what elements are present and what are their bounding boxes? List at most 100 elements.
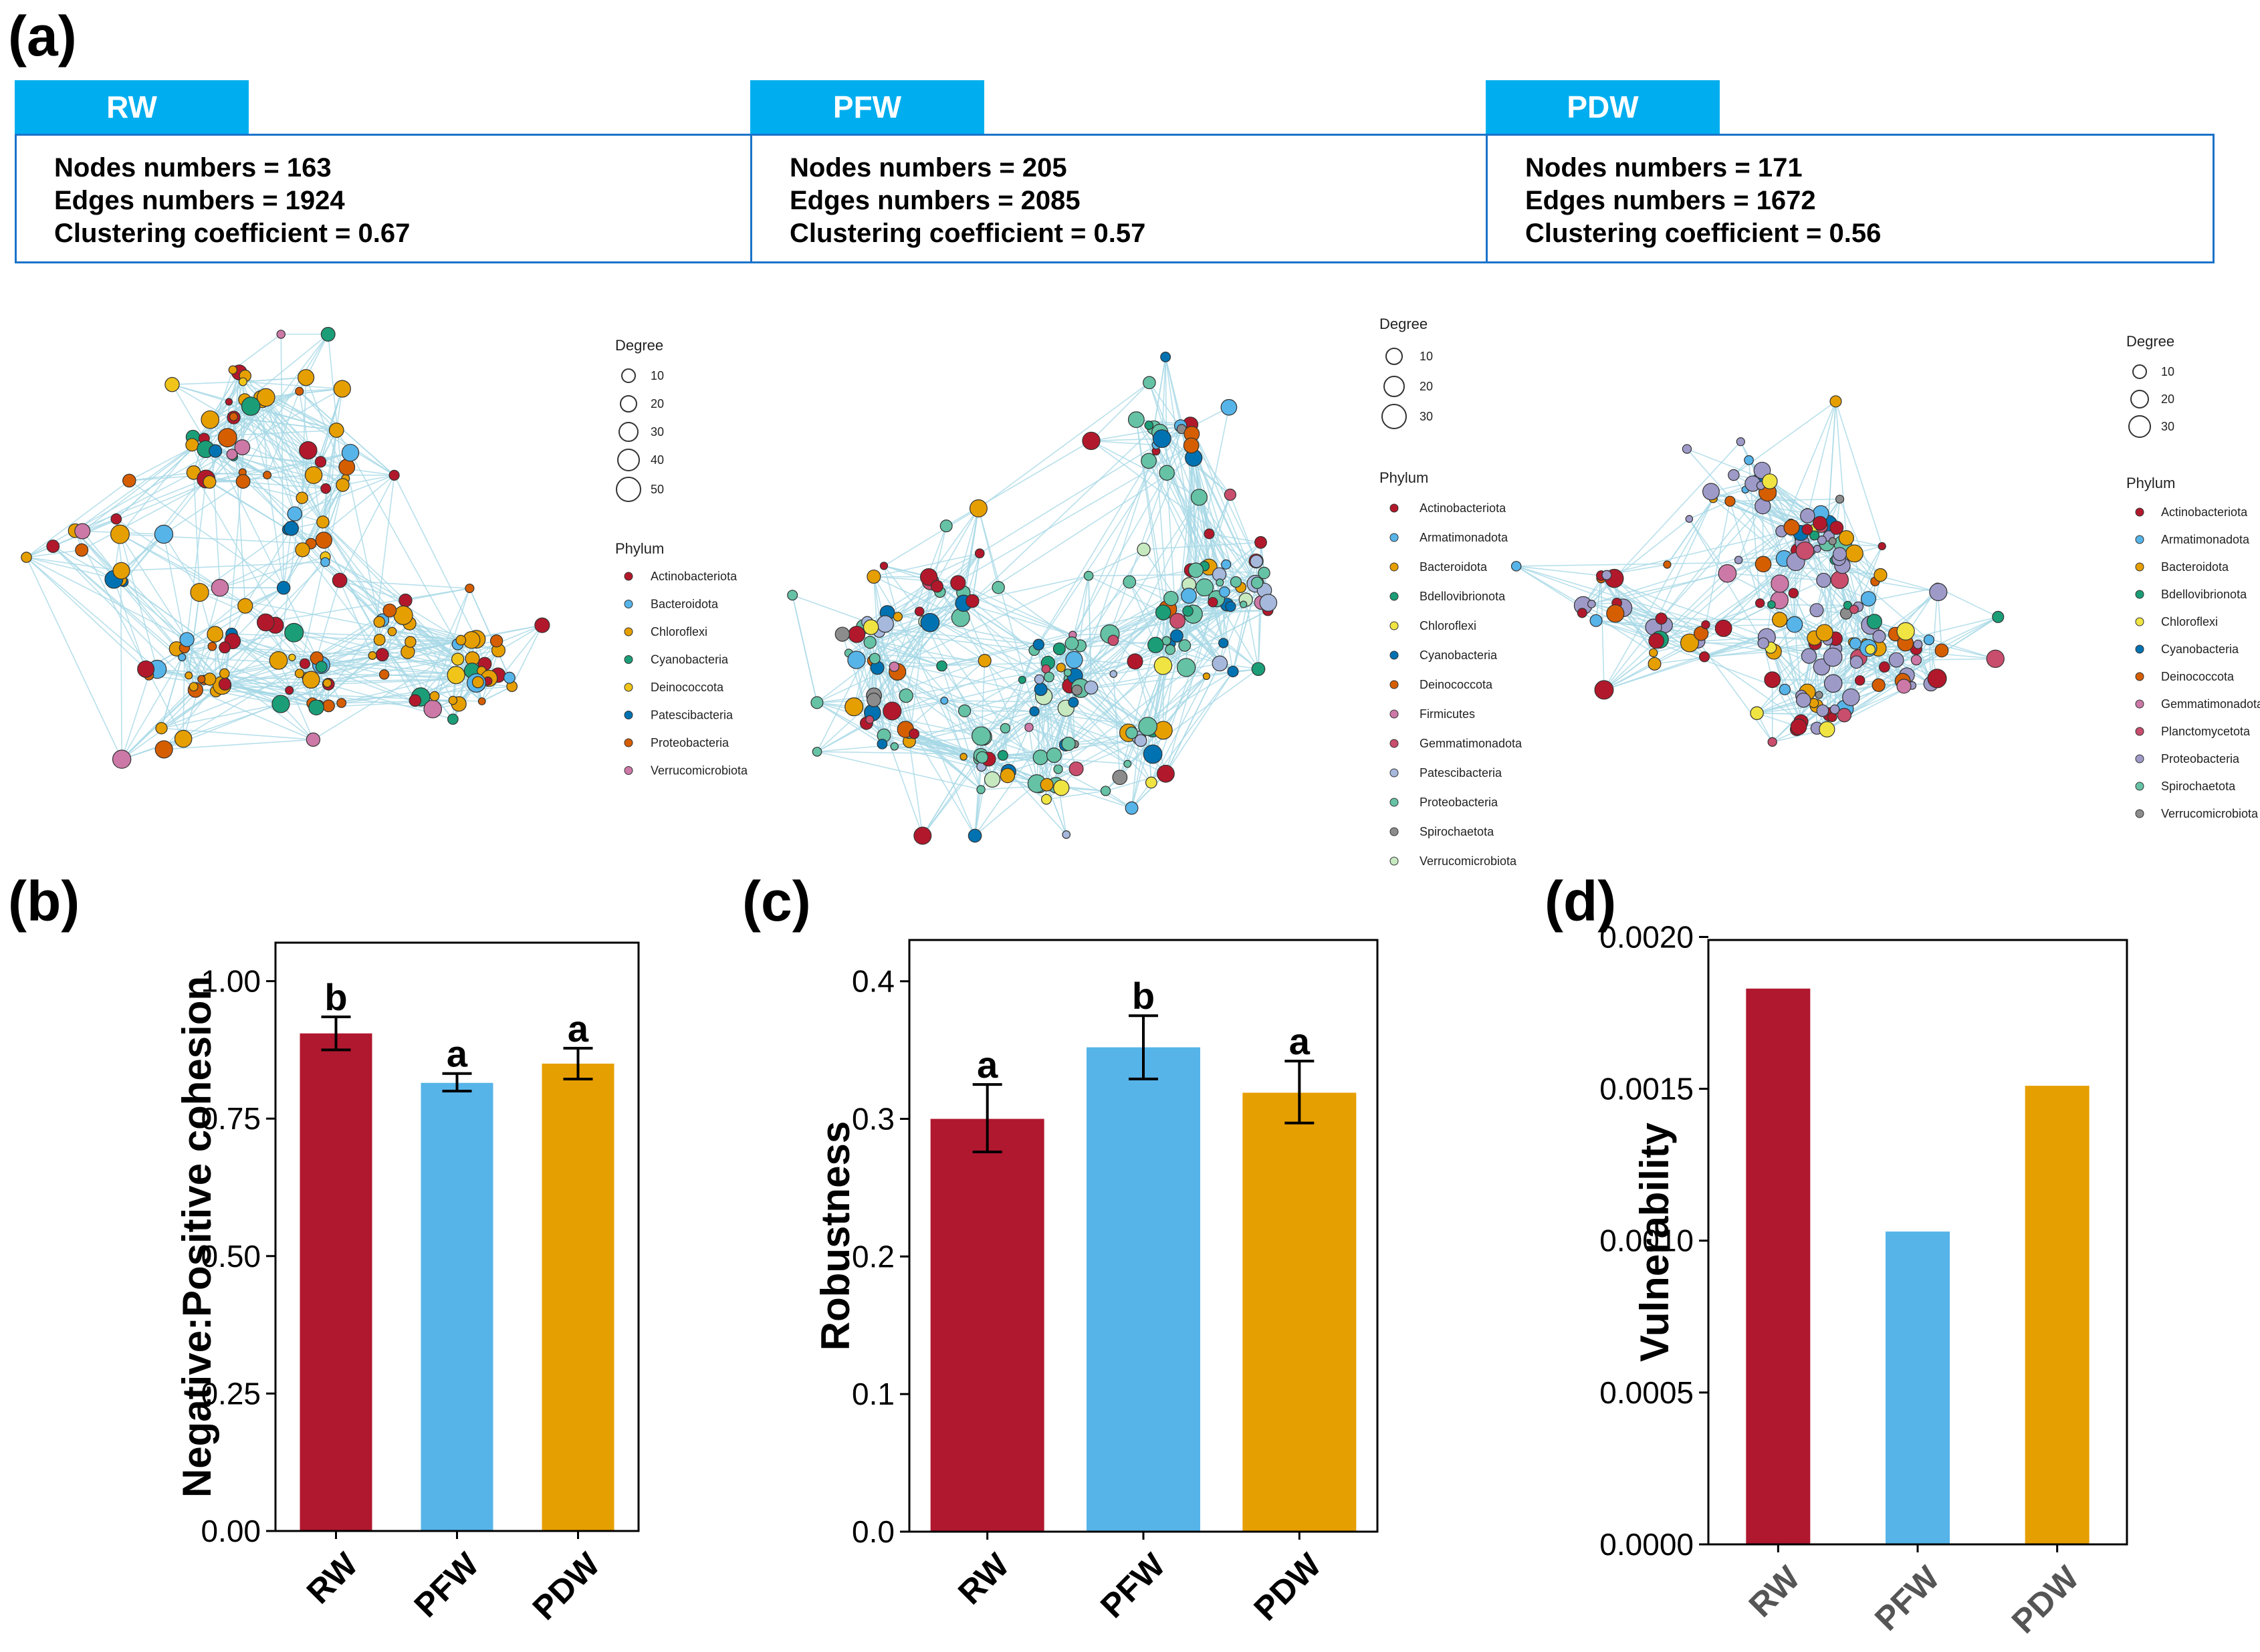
- degree-legend-label: 30: [1420, 410, 1433, 423]
- network-node: [217, 428, 237, 448]
- network-node: [1865, 644, 1876, 655]
- network-edge: [405, 588, 470, 601]
- network-node: [1860, 591, 1876, 607]
- network-node: [997, 749, 1008, 761]
- phylum-legend-swatch: [624, 655, 633, 664]
- network-node: [295, 542, 310, 558]
- network-edge: [894, 662, 1048, 668]
- phylum-legend-swatch: [2135, 617, 2144, 626]
- network-edge: [856, 600, 973, 661]
- network-edge: [1595, 620, 1654, 628]
- network-node: [1043, 671, 1054, 683]
- network-edge: [26, 450, 216, 558]
- network-node: [190, 582, 209, 602]
- network-node: [1771, 612, 1788, 628]
- network-edge: [275, 556, 326, 626]
- network-node: [950, 575, 966, 591]
- phylum-legend-swatch: [2135, 644, 2144, 654]
- network-edge: [323, 540, 416, 701]
- network-node: [974, 548, 985, 559]
- network-node: [1854, 675, 1866, 686]
- network-node: [1986, 649, 2005, 669]
- network-edge: [195, 689, 314, 741]
- network-edge: [1842, 565, 1939, 593]
- significance-label: a: [1289, 1020, 1311, 1062]
- network-node: [448, 695, 458, 705]
- phylum-legend-swatch: [1389, 739, 1399, 748]
- network-edge: [1046, 790, 1106, 800]
- network-edge: [231, 633, 433, 710]
- network-node: [1138, 717, 1157, 736]
- network-node: [1896, 679, 1912, 694]
- network-node: [1755, 598, 1765, 608]
- network-node: [1833, 547, 1847, 562]
- network-node: [1755, 556, 1772, 573]
- phylum-legend-label: Patescibacteria: [1420, 766, 1502, 780]
- network-node: [269, 651, 288, 670]
- network-node: [1795, 693, 1811, 708]
- network-edge: [120, 402, 263, 580]
- network-node: [1837, 707, 1852, 723]
- network-edge: [1769, 481, 1821, 514]
- network-edge: [1091, 663, 1220, 689]
- network-node: [1762, 473, 1778, 489]
- network-node: [1648, 657, 1662, 671]
- error-bar: [1129, 1014, 1158, 1080]
- network-node: [471, 676, 484, 689]
- network-node: [1813, 515, 1827, 531]
- network-node: [447, 666, 465, 685]
- phylum-legend-label: Firmicutes: [1420, 707, 1475, 721]
- network-node: [1767, 600, 1776, 609]
- network-edge: [1072, 432, 1161, 703]
- network-node: [263, 471, 272, 480]
- network-node: [1254, 536, 1267, 549]
- network-edge: [909, 727, 1006, 733]
- network-node: [226, 449, 238, 460]
- network-edge: [266, 475, 284, 588]
- network-edge: [128, 390, 300, 481]
- network-node: [285, 685, 294, 695]
- network-edge: [266, 390, 300, 475]
- network-node: [966, 594, 980, 608]
- network-node: [1040, 778, 1054, 792]
- network-node: [185, 671, 193, 680]
- network-node: [1169, 612, 1185, 629]
- network-edge: [469, 588, 510, 678]
- network-node: [1910, 655, 1922, 666]
- network-edge: [816, 699, 874, 703]
- network-node: [256, 613, 275, 632]
- network-edge: [325, 556, 461, 641]
- network-node: [847, 651, 866, 669]
- network-edge: [883, 735, 982, 768]
- network-edge: [310, 641, 411, 681]
- phylum-legend-label: Cyanobacteria: [651, 653, 729, 667]
- network-edge: [342, 475, 394, 486]
- network-edge: [121, 561, 326, 572]
- network-edge: [242, 381, 337, 431]
- phylum-legend-swatch: [1389, 856, 1399, 866]
- network-edge: [873, 576, 958, 584]
- degree-legend-label: 20: [1420, 380, 1433, 393]
- network-node: [1786, 616, 1803, 633]
- network-edge: [123, 534, 164, 582]
- network-node: [1601, 570, 1612, 580]
- network-node: [877, 738, 888, 749]
- network-edge: [233, 456, 343, 486]
- degree-legend-title: Degree: [1379, 316, 1428, 332]
- phylum-legend-label: Spirochaetota: [2161, 780, 2236, 793]
- network-node: [1141, 453, 1157, 469]
- network-edge: [1073, 659, 1133, 733]
- network-edge: [853, 642, 871, 707]
- network-node: [1648, 632, 1664, 649]
- network-node: [1809, 530, 1820, 541]
- network-node: [1063, 669, 1072, 677]
- network-node: [1065, 651, 1083, 669]
- network-node: [1816, 704, 1829, 717]
- network-node: [889, 661, 900, 673]
- clustering-coefficient: Clustering coefficient = 0.56: [1525, 219, 1882, 248]
- network-edge: [1066, 707, 1153, 731]
- phylum-legend-label: Deinococcota: [1420, 678, 1493, 691]
- network-node: [306, 732, 321, 747]
- network-node: [308, 699, 324, 715]
- network-edge: [1879, 634, 1938, 679]
